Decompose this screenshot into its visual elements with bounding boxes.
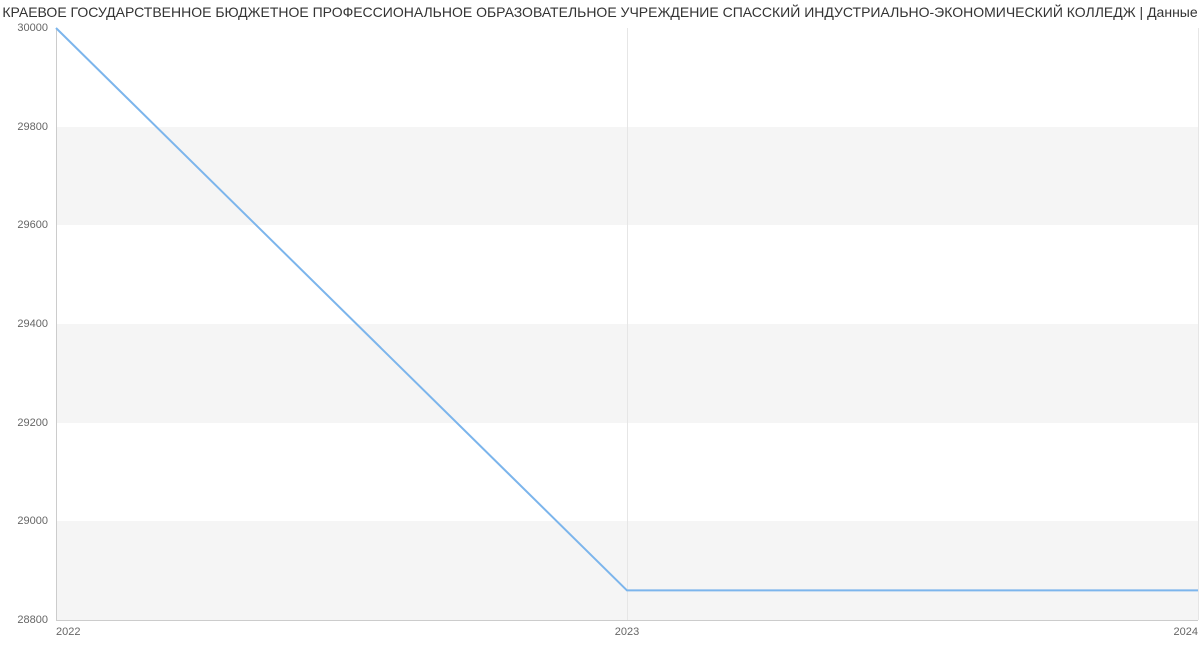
plot-area: 2880029000292002940029600298003000020222… — [56, 28, 1198, 620]
y-tick-label: 29800 — [8, 121, 48, 133]
series-layer — [56, 28, 1198, 620]
y-tick-label: 29400 — [8, 318, 48, 330]
x-tick-label: 2022 — [56, 626, 80, 638]
y-tick-label: 28800 — [8, 614, 48, 626]
series-line — [56, 28, 1198, 590]
y-tick-label: 30000 — [8, 22, 48, 34]
x-tick-label: 2023 — [615, 626, 639, 638]
x-axis-line — [56, 620, 1198, 621]
x-gridline — [1198, 28, 1199, 620]
chart-title: КРАЕВОЕ ГОСУДАРСТВЕННОЕ БЮДЖЕТНОЕ ПРОФЕС… — [0, 4, 1200, 20]
y-tick-label: 29600 — [8, 219, 48, 231]
y-tick-label: 29200 — [8, 417, 48, 429]
x-tick-label: 2024 — [1174, 626, 1198, 638]
y-tick-label: 29000 — [8, 515, 48, 527]
